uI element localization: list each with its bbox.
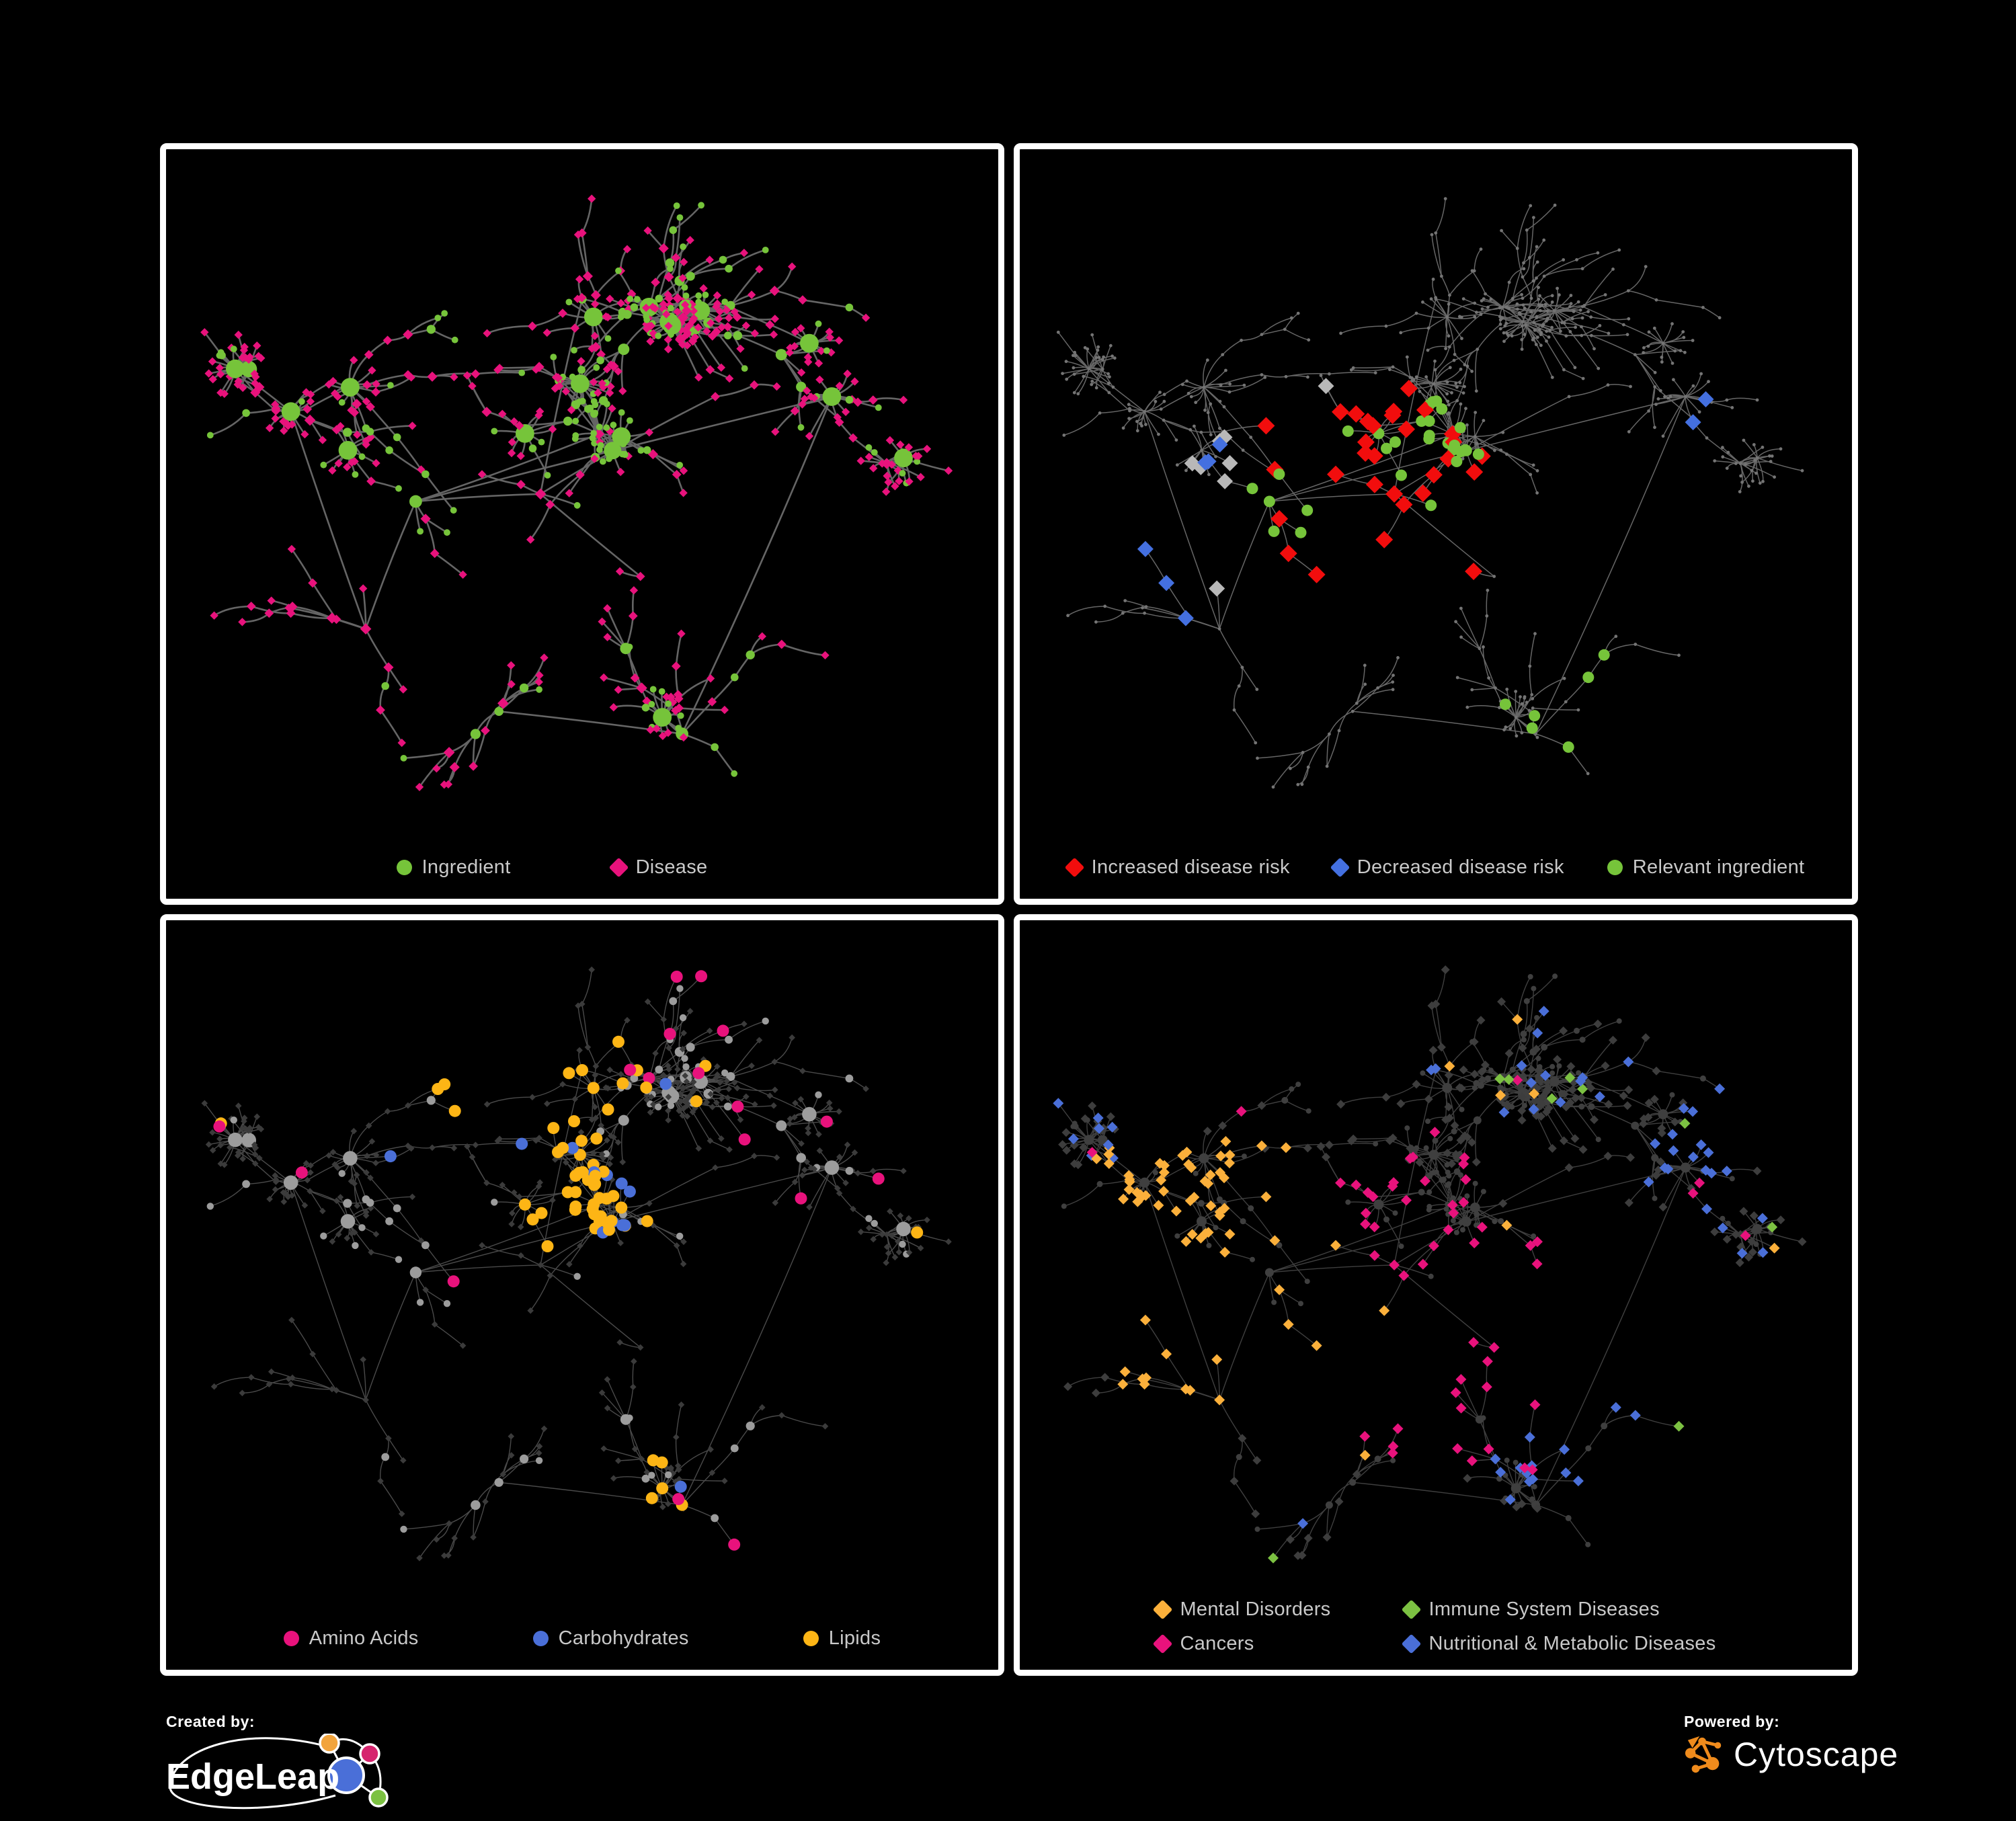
cancers-diamond-icon (1153, 1633, 1173, 1654)
lipids-circle-icon (803, 1631, 819, 1646)
edgeleap-node-pink (359, 1743, 380, 1765)
legend-item: Amino Acids (283, 1627, 419, 1650)
edgeleap-wordmark: EdgeLeap (166, 1756, 339, 1797)
nutritional-metabolic-diseases-diamond-icon (1402, 1633, 1422, 1654)
panel-ingredient-disease: Ingredient Disease (160, 143, 1004, 905)
legend-item: Disease (608, 856, 708, 879)
legend-item-label: Amino Acids (309, 1627, 419, 1649)
legend-disease-risk: Increased disease risk Decreased disease… (1020, 856, 1852, 879)
legend-item: Immune System Diseases (1402, 1599, 1660, 1621)
increased-risk-diamond-icon (1064, 857, 1084, 878)
cytoscape-wordmark: Cytoscape (1734, 1736, 1899, 1773)
cytoscape-logo-icon (1685, 1736, 1722, 1773)
edgeleap-node-blue (327, 1756, 365, 1794)
legend-item-label: Immune System Diseases (1428, 1599, 1660, 1620)
legend-item: Decreased disease risk (1330, 856, 1564, 879)
legend-item: Increased disease risk (1064, 856, 1290, 879)
amino-acids-circle-icon (283, 1631, 299, 1646)
relevant-ingredient-circle-icon (1607, 860, 1623, 875)
legend-item: Cancers (1153, 1633, 1254, 1655)
legend-item-label: Increased disease risk (1091, 856, 1290, 878)
legend-item: Nutritional & Metabolic Diseases (1402, 1633, 1716, 1655)
network-graph-nutrient-classes (201, 966, 952, 1562)
network-graph-ingredient-disease (200, 194, 953, 791)
edgeleap-logo: EdgeLeap (166, 1732, 389, 1810)
panel-nutrient-classes: Amino Acids Carbohydrates Lipids (160, 914, 1004, 1676)
legend-item-label: Carbohydrates (558, 1627, 689, 1649)
decreased-risk-diamond-icon (1330, 857, 1350, 878)
panel-disease-classes: Mental Disorders Immune System Diseases … (1014, 914, 1858, 1676)
immune-system-diseases-diamond-icon (1402, 1599, 1422, 1620)
mental-disorders-diamond-icon (1153, 1599, 1173, 1620)
panel-disease-risk: Increased disease risk Decreased disease… (1014, 143, 1858, 905)
edgeleap-node-green (368, 1787, 389, 1808)
legend-item-label: Cancers (1180, 1633, 1254, 1654)
legend-item-label: Mental Disorders (1180, 1599, 1331, 1620)
ingredient-circle-icon (396, 860, 412, 875)
disease-diamond-icon (608, 857, 629, 878)
legend-ingredient-disease: Ingredient Disease (166, 856, 998, 879)
edgeleap-swoosh (169, 1737, 336, 1810)
network-graph-disease-risk (1056, 197, 1804, 789)
legend-item: Ingredient (396, 856, 511, 879)
carbohydrates-circle-icon (532, 1631, 549, 1646)
created-by-label: Created by: (166, 1713, 255, 1730)
powered-by-block: Powered by: Cytosc (1684, 1713, 1898, 1775)
edgeleap-node-orange (319, 1732, 340, 1754)
legend-item-label: Nutritional & Metabolic Diseases (1428, 1633, 1716, 1654)
cytoscape-icon-nodes (1685, 1736, 1722, 1773)
network-graph-disease-classes (1053, 965, 1807, 1564)
legend-item-label: Disease (635, 856, 708, 878)
legend-item-label: Ingredient (421, 856, 511, 878)
legend-nutrient-classes: Amino Acids Carbohydrates Lipids (166, 1627, 998, 1650)
legend-item: Carbohydrates (532, 1627, 689, 1650)
legend-item-label: Lipids (828, 1627, 881, 1649)
legend-item-label: Decreased disease risk (1357, 856, 1564, 878)
legend-item: Lipids (803, 1627, 881, 1650)
legend-disease-classes: Mental Disorders Immune System Diseases … (1020, 1599, 1852, 1655)
legend-item: Relevant ingredient (1607, 856, 1805, 879)
created-by-block: Created by: EdgeLeap (166, 1713, 398, 1821)
powered-by-label: Powered by: (1684, 1713, 1780, 1730)
legend-item: Mental Disorders (1153, 1599, 1331, 1621)
legend-item-label: Relevant ingredient (1632, 856, 1805, 878)
